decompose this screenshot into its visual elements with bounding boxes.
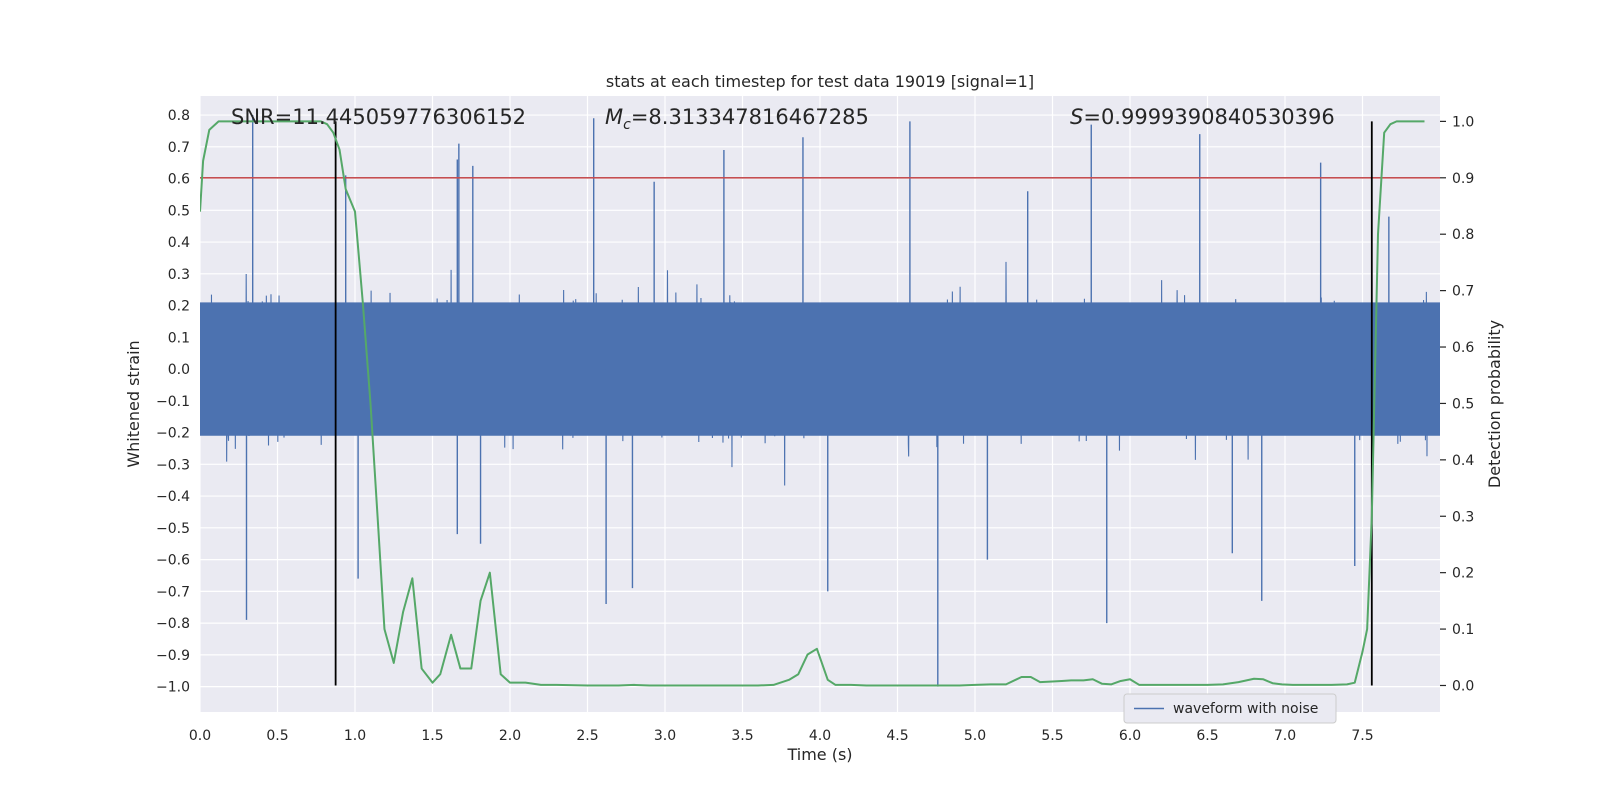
- right-y-tick-label: 0.8: [1452, 227, 1474, 243]
- right-y-axis-ticks: 1.0 0.9 0.8 0.7 0.6 0.5 0.4 0.3 0.2 0.1 0.0: [1440, 114, 1474, 694]
- left-y-tick-label: −1.0: [156, 680, 190, 696]
- right-y-tick-label: 0.9: [1452, 171, 1474, 187]
- left-y-axis-label: Whitened strain: [124, 340, 143, 467]
- snr-annotation: SNR=11.445059776306152: [231, 105, 526, 129]
- left-y-tick-label: 0.3: [168, 267, 190, 283]
- right-y-tick-label: 0.6: [1452, 340, 1474, 356]
- x-tick-label: 4.5: [886, 728, 908, 744]
- chirp-mass-annotation: Mc=8.313347816467285: [605, 105, 869, 133]
- overlay-lines: [200, 121, 1440, 686]
- left-y-tick-label: 0.4: [168, 235, 190, 251]
- x-tick-label: 5.0: [964, 728, 986, 744]
- x-tick-label: 0.5: [266, 728, 288, 744]
- left-y-tick-label: 0.0: [168, 362, 190, 378]
- waveform-series: [200, 115, 1440, 687]
- probability-series: [200, 120, 1425, 687]
- x-tick-label: 1.0: [344, 728, 366, 744]
- left-y-tick-label: 0.7: [168, 140, 190, 156]
- chart-title: stats at each timestep for test data 190…: [606, 72, 1034, 91]
- right-y-tick-label: 0.0: [1452, 678, 1474, 694]
- right-y-tick-label: 1.0: [1452, 114, 1474, 130]
- x-tick-label: 4.0: [809, 728, 831, 744]
- right-y-tick-label: 0.7: [1452, 284, 1474, 300]
- right-y-tick-label: 0.2: [1452, 566, 1474, 582]
- x-tick-label: 2.0: [499, 728, 521, 744]
- chirp-mass-subscript: c: [623, 117, 631, 133]
- right-y-tick-label: 0.5: [1452, 396, 1474, 412]
- score-annotation: S=0.9999390840530396: [1070, 105, 1335, 129]
- left-y-tick-label: −0.8: [156, 616, 190, 632]
- x-tick-label: 6.0: [1119, 728, 1141, 744]
- chirp-mass-value: =8.313347816467285: [631, 105, 869, 129]
- x-tick-label: 7.5: [1351, 728, 1373, 744]
- legend: waveform with noise: [1123, 693, 1337, 724]
- x-tick-label: 3.5: [731, 728, 753, 744]
- right-y-tick-label: 0.3: [1452, 509, 1474, 525]
- left-y-tick-label: −0.4: [156, 489, 190, 505]
- x-tick-label: 1.5: [421, 728, 443, 744]
- left-y-tick-label: 0.5: [168, 203, 190, 219]
- x-tick-label: 3.0: [654, 728, 676, 744]
- x-tick-label: 0.0: [189, 728, 211, 744]
- left-y-tick-label: 0.8: [168, 108, 190, 124]
- right-y-axis-label: Detection probability: [1485, 320, 1504, 488]
- x-tick-label: 6.5: [1196, 728, 1218, 744]
- right-y-tick-label: 0.4: [1452, 453, 1474, 469]
- left-y-tick-label: 0.1: [168, 330, 190, 346]
- x-axis-ticks: 0.0 0.5 1.0 1.5 2.0 2.5 3.0 3.5 4.0 4.5 5.0 5.5 6.0 6…: [189, 728, 1374, 744]
- left-y-tick-label: −0.6: [156, 553, 190, 569]
- score-symbol: S: [1070, 105, 1083, 129]
- legend-label-waveform: waveform with noise: [1173, 701, 1318, 717]
- left-y-tick-label: −0.3: [156, 457, 190, 473]
- x-tick-label: 5.5: [1041, 728, 1063, 744]
- left-y-tick-label: −0.7: [156, 584, 190, 600]
- left-y-tick-label: −0.9: [156, 648, 190, 664]
- left-y-axis-ticks: 0.8 0.7 0.6 0.5 0.4 0.3 0.2 0.1 0.0 −0.1 −0.2 −0.3 −…: [156, 108, 190, 696]
- chirp-mass-symbol: M: [605, 105, 623, 129]
- x-axis-label: Time (s): [786, 745, 852, 764]
- left-y-tick-label: 0.6: [168, 172, 190, 188]
- right-y-tick-label: 0.1: [1452, 622, 1474, 638]
- legend-box: [1123, 693, 1337, 724]
- x-tick-label: 2.5: [576, 728, 598, 744]
- left-y-tick-label: −0.5: [156, 521, 190, 537]
- left-y-tick-label: 0.2: [168, 299, 190, 315]
- waveform-dense-band: [200, 302, 1440, 436]
- left-y-tick-label: −0.1: [156, 394, 190, 410]
- score-value: =0.9999390840530396: [1083, 105, 1334, 129]
- left-y-tick-label: −0.2: [156, 426, 190, 442]
- x-tick-label: 7.0: [1274, 728, 1296, 744]
- detection-probability-line: [200, 120, 1425, 687]
